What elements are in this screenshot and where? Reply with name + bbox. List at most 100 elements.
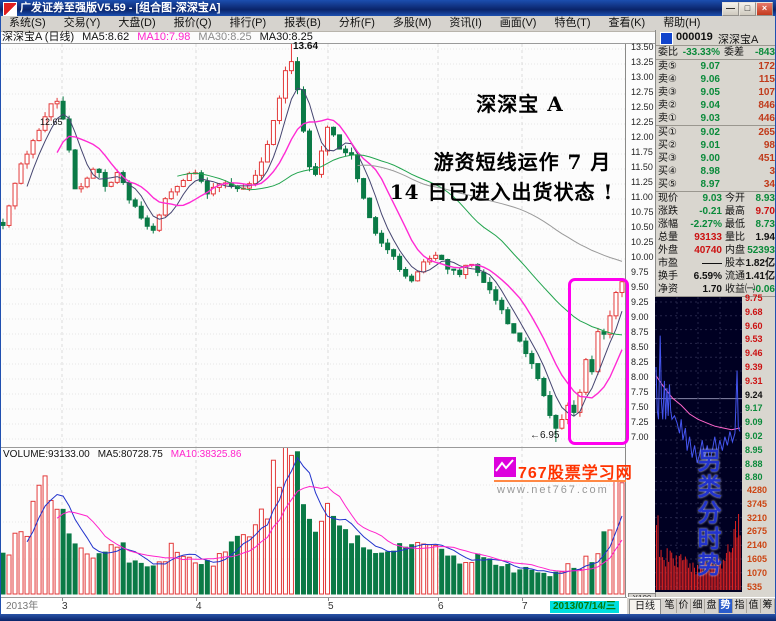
tick-price-label: 9.46 (745, 348, 763, 359)
menu-item-12[interactable]: 查看(K) (608, 17, 646, 29)
divider (0, 447, 626, 448)
ask-row-2[interactable]: 卖② 9.04 846 (656, 99, 776, 112)
stat-row-6[interactable]: 市盈 —— 股本 1.82亿 (656, 257, 776, 270)
menu-item-5[interactable]: 排行(P) (229, 17, 267, 29)
month-label-6: 6 (438, 601, 444, 612)
bid-row-5[interactable]: 买⑤ 8.97 34 (656, 178, 776, 191)
menu-item-6[interactable]: 报表(B) (284, 17, 321, 29)
menu-item-13[interactable]: 帮助(H) (663, 17, 701, 29)
bid-volume: 3 (769, 166, 775, 177)
bid-volume: 34 (763, 179, 775, 190)
tab-4[interactable]: 盘 (705, 599, 719, 613)
stock-name: 深深宝A (718, 34, 759, 46)
menu-item-11[interactable]: 特色(T) (554, 17, 591, 29)
overlay-vertical-text: 另类分时势 (693, 448, 722, 578)
bid-price: 8.98 (700, 166, 720, 177)
bid-row-4[interactable]: 买④ 8.98 3 (656, 165, 776, 178)
menu-item-8[interactable]: 多股(M) (392, 17, 432, 29)
instrument-label: 深深宝A (日线) (2, 31, 75, 43)
candlestick-chart[interactable] (0, 44, 625, 448)
tab-2[interactable]: 价 (677, 599, 691, 613)
stat-row-5[interactable]: 外盘 40740 内盘 52393 (656, 244, 776, 257)
stat-row-8[interactable]: 净资 1.70 收益㈠ -0.06 (656, 283, 776, 296)
divider (625, 44, 626, 597)
low-price-marker-row: ←6.95 (530, 430, 559, 441)
menu-item-3[interactable]: 大盘(D) (118, 17, 156, 29)
ask-label: 卖④ (658, 74, 677, 85)
stat-label: 股本 (725, 258, 745, 269)
price-axis-label: 13.00 (631, 72, 654, 82)
stat-row-1[interactable]: 现价 9.03 今开 8.93 (656, 192, 776, 205)
stat-label: 换手 (658, 271, 678, 282)
tick-price-label: 9.39 (745, 362, 763, 372)
stat-label: 量比 (725, 232, 745, 243)
bid-row-3[interactable]: 买③ 9.00 451 (656, 152, 776, 165)
watermark-logo-icon (494, 457, 516, 477)
month-label-4: 4 (196, 601, 202, 612)
tick-volume-label: 1605 (747, 554, 768, 564)
stat-label: 最高 (725, 206, 745, 217)
ask-volume: 172 (758, 61, 775, 72)
menu-item-9[interactable]: 资讯(I) (449, 17, 482, 29)
tick-price-label: 9.75 (745, 293, 763, 303)
minimize-button[interactable]: — (722, 2, 739, 16)
menu-item-4[interactable]: 报价(Q) (173, 17, 212, 29)
volume-chart[interactable] (0, 448, 625, 596)
title-bar[interactable]: 广发证券至强版V5.59 - [组合图-深深宝A] — □ × (0, 0, 776, 16)
price-axis-label: 13.50 (631, 42, 654, 52)
menu-item-1[interactable]: 系统(S) (9, 17, 46, 29)
ask-row-1[interactable]: 卖① 9.03 446 (656, 112, 776, 125)
tick-price-label: 8.88 (745, 458, 763, 469)
tab-6[interactable]: 指 (733, 599, 747, 613)
bid-row-1[interactable]: 买① 9.02 265 (656, 126, 776, 139)
current-date-label: 2013/07/14/三 (550, 601, 619, 613)
intraday-chart[interactable] (655, 297, 776, 592)
tab-7[interactable]: 值 (747, 599, 761, 613)
left-arrow-icon: ← (530, 430, 540, 441)
ma-label-3: MA30:8.25 (198, 31, 252, 43)
volume-header-label-2: MA5:80728.75 (97, 449, 163, 460)
ask-row-5[interactable]: 卖⑤ 9.07 172 (656, 60, 776, 73)
tick-price-label: 8.95 (745, 444, 763, 455)
tab-8[interactable]: 筹 (761, 599, 775, 613)
stat-label: 外盘 (658, 245, 678, 256)
tab-daily[interactable]: 日线 (629, 599, 661, 615)
stat-row-7[interactable]: 换手 6.59% 流通 1.41亿 (656, 270, 776, 283)
bid-price: 9.01 (700, 140, 720, 151)
ask-row-4[interactable]: 卖④ 9.06 115 (656, 73, 776, 86)
price-axis-label: 8.25 (631, 357, 649, 367)
annotation-line-2: 游资短线运作 7 月 (433, 150, 612, 174)
tick-price-label: 9.17 (745, 403, 763, 414)
tab-1[interactable]: 笔 (663, 599, 677, 613)
stat-value: -2.27% (690, 219, 722, 230)
price-axis-label: 11.25 (631, 177, 653, 187)
close-button[interactable]: × (756, 2, 773, 16)
ma-label-2: MA10:7.98 (137, 31, 191, 43)
tick-price-label: 9.31 (745, 375, 763, 386)
stat-value: 1.41亿 (745, 271, 775, 282)
bid-row-2[interactable]: 买② 9.01 98 (656, 139, 776, 152)
stat-value: 1.70 (702, 284, 722, 295)
stat-row-2[interactable]: 涨跌 -0.21 最高 9.70 (656, 205, 776, 218)
bid-volume: 265 (758, 127, 775, 138)
stat-row-3[interactable]: 涨幅 -2.27% 最低 8.73 (656, 218, 776, 231)
menu-item-7[interactable]: 分析(F) (338, 17, 375, 29)
menu-item-10[interactable]: 画面(V) (499, 17, 537, 29)
window-title: 广发证券至强版V5.59 - [组合图-深深宝A] (20, 2, 221, 14)
stat-row-4[interactable]: 总量 93133 量比 1.94 (656, 231, 776, 244)
price-axis-label: 10.50 (631, 222, 654, 232)
menu-item-2[interactable]: 交易(Y) (63, 17, 101, 29)
tab-5[interactable]: 势 (719, 599, 733, 613)
stat-value: 40740 (694, 245, 722, 256)
price-axis-label: 9.25 (631, 297, 649, 307)
ask-row-3[interactable]: 卖③ 9.05 107 (656, 86, 776, 99)
stat-label: 市盈 (658, 258, 678, 269)
maximize-button[interactable]: □ (739, 2, 756, 16)
tab-3[interactable]: 细 (691, 599, 705, 613)
bid-price: 9.02 (700, 127, 720, 138)
menu-bar: 系统(S) 交易(Y) 大盘(D) 报价(Q) 排行(P) 报表(B) 分析(F) 多股(M)… (0, 16, 776, 32)
ask-price: 9.06 (700, 74, 720, 85)
weibi-row[interactable]: 委比 -33.33% 委差 -843 (656, 46, 776, 59)
bottom-tab-bar: 日线 笔价细盘势指值筹 (627, 597, 776, 615)
ask-label: 卖③ (658, 87, 677, 98)
